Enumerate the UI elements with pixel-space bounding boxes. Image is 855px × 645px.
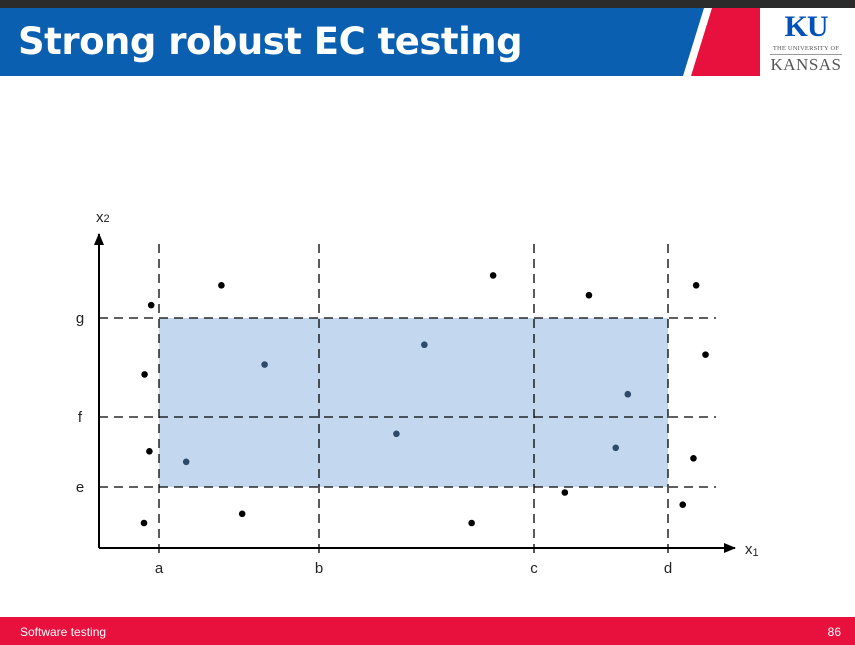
ku-logo-line2: KANSAS: [770, 54, 842, 74]
slide-footer: Software testing 86: [0, 617, 855, 645]
test-point-outside: [238, 510, 246, 518]
y-tick-labels: e f g: [76, 310, 84, 496]
y-tick-label-f: f: [78, 409, 83, 426]
x-axis-label: x1: [745, 541, 759, 559]
test-point-inside: [261, 361, 268, 368]
y-axis-label-subscript: 2: [104, 213, 110, 225]
test-point-outside: [489, 272, 497, 279]
y-tick-label-e: e: [76, 479, 84, 496]
x-axis-label-main: x: [745, 541, 753, 558]
header-blue-band: [0, 8, 704, 76]
footer-label: Software testing: [20, 625, 107, 639]
ku-logo-line1: THE UNIVERSITY OF: [772, 45, 840, 52]
test-points: [140, 272, 709, 527]
ku-logo-mark: KU: [784, 10, 829, 43]
test-point-outside: [692, 282, 700, 289]
x-tick-label-b: b: [315, 560, 323, 577]
test-point-inside: [421, 341, 428, 349]
x-tick-label-a: a: [155, 560, 164, 577]
y-axis-label-main: x: [96, 209, 104, 226]
test-point-inside: [624, 390, 632, 398]
test-point-outside: [468, 519, 475, 527]
test-point-outside: [690, 455, 697, 462]
slide-title: Strong robust EC testing: [18, 20, 523, 63]
page-number: 86: [827, 625, 841, 639]
test-point-outside: [561, 489, 569, 496]
y-tick-label-g: g: [76, 310, 84, 327]
test-point-inside: [182, 458, 190, 466]
header-banner: [0, 8, 760, 76]
top-border: [0, 0, 855, 8]
x-tick-labels: a b c d: [155, 560, 672, 577]
test-point-outside: [140, 519, 148, 527]
test-point-inside: [393, 430, 400, 438]
test-point-outside: [218, 282, 225, 289]
test-point-outside: [147, 301, 155, 309]
valid-region: [159, 318, 668, 487]
slide-header: Strong robust EC testing KU THE UNIVERSI…: [0, 8, 855, 76]
test-point-outside: [679, 501, 687, 508]
x-tick-label-d: d: [664, 560, 672, 577]
test-point-outside: [585, 291, 593, 299]
x-tick-label-c: c: [530, 560, 538, 577]
x-axis-label-subscript: 1: [753, 547, 759, 559]
y-boundary-lines: [99, 317, 716, 488]
test-point-inside: [612, 444, 620, 452]
test-point-outside: [141, 371, 148, 378]
x-boundary-lines: [158, 244, 669, 553]
ku-logo[interactable]: KU THE UNIVERSITY OF KANSAS: [760, 10, 852, 74]
test-point-outside: [146, 448, 153, 455]
header-red-slant: [691, 8, 760, 76]
y-axis-label: x2: [96, 209, 110, 226]
test-point-outside: [702, 351, 709, 358]
